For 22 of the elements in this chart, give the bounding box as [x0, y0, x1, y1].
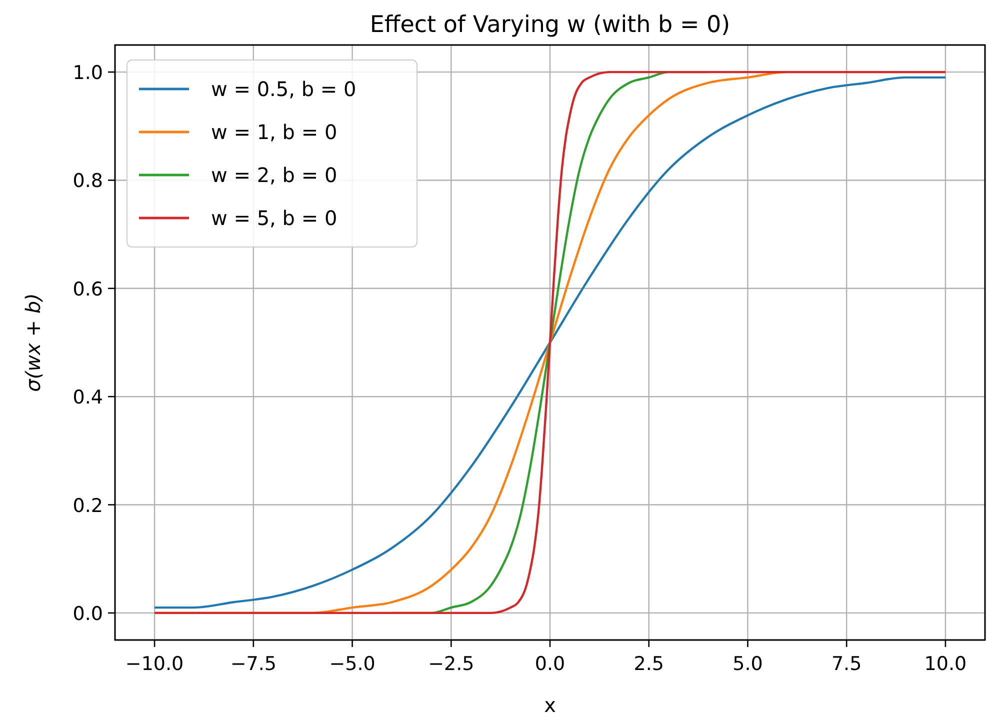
legend-label: w = 0.5, b = 0: [211, 77, 356, 101]
x-tick-label: −7.5: [230, 653, 276, 675]
legend-label: w = 1, b = 0: [211, 120, 338, 144]
x-tick-label: −5.0: [329, 653, 376, 675]
x-tick-label: 0.0: [534, 653, 566, 675]
legend-label: w = 2, b = 0: [211, 163, 338, 187]
x-tick-label: −2.5: [428, 653, 474, 675]
y-tick-label: 0.2: [72, 494, 103, 517]
chart-title: Effect of Varying w (with b = 0): [370, 12, 730, 38]
x-tick-label: 7.5: [831, 653, 862, 675]
y-axis-title: σ(wx + b): [21, 293, 45, 392]
legend-label: w = 5, b = 0: [211, 206, 338, 230]
y-tick-label: 0.4: [72, 386, 103, 409]
y-tick-label: 0.8: [72, 170, 103, 192]
x-tick-label: 2.5: [634, 653, 664, 675]
x-tick-label: 10.0: [924, 653, 967, 675]
y-tick-label: 0.0: [72, 602, 103, 625]
x-tick-label: −10.0: [125, 653, 184, 675]
x-axis-title: x: [544, 693, 556, 717]
y-tick-label: 0.6: [72, 278, 103, 300]
x-tick-label: 5.0: [732, 653, 763, 675]
y-tick-label: 1.0: [72, 62, 103, 84]
